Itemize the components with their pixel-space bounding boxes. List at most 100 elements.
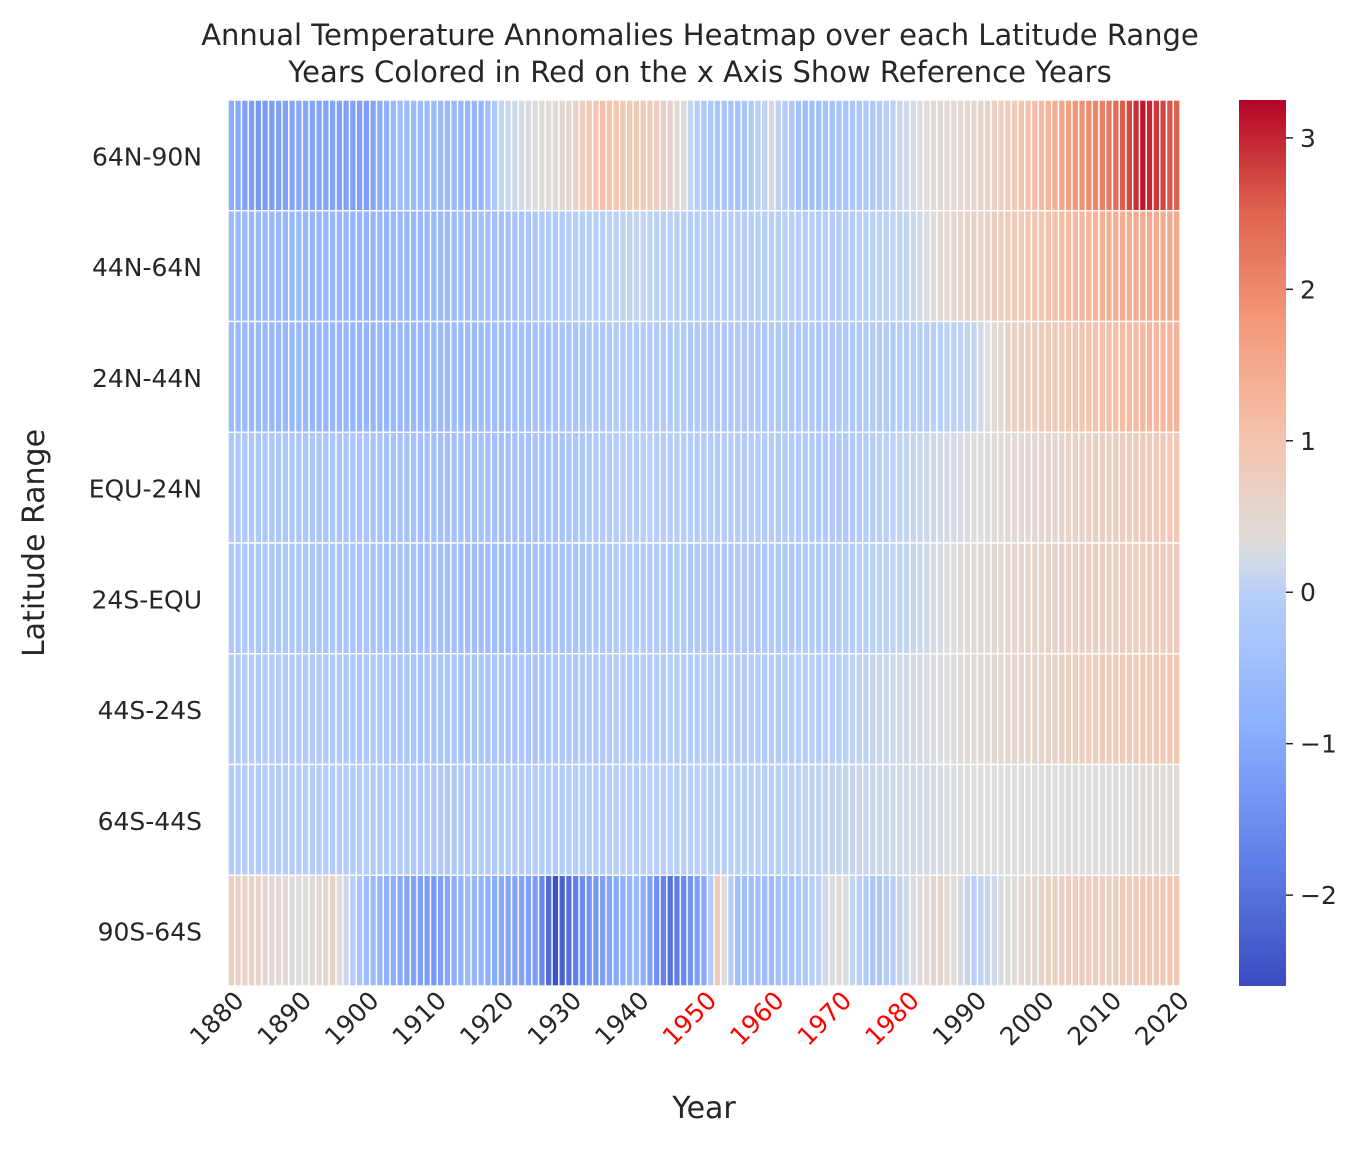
heatmap-cell [423, 653, 432, 766]
heatmap-cell [389, 210, 398, 323]
heatmap-cell [760, 99, 769, 212]
heatmap-cell [855, 874, 864, 987]
heatmap-cell [699, 542, 709, 655]
heatmap-cell [949, 763, 958, 876]
heatmap-cell [598, 542, 607, 655]
heatmap-cell [834, 99, 844, 212]
heatmap-cell [787, 653, 796, 766]
heatmap-cell [625, 653, 634, 766]
heatmap-cell [1165, 874, 1174, 987]
heatmap-cell [882, 431, 891, 544]
heatmap-cell [1003, 874, 1012, 987]
heatmap-cell [416, 320, 425, 433]
heatmap-cell [369, 542, 378, 655]
heatmap-cell [922, 431, 931, 544]
heatmap-cell [1172, 763, 1181, 876]
heatmap-cell [450, 99, 459, 212]
heatmap-cell [537, 99, 547, 212]
heatmap-cell [733, 320, 742, 433]
heatmap-cell [747, 99, 756, 212]
heatmap-cell [551, 874, 560, 987]
heatmap-cell [868, 653, 877, 766]
heatmap-cell [544, 99, 553, 212]
heatmap-cell [240, 99, 249, 212]
heatmap-cell [504, 653, 513, 766]
heatmap-cell [551, 431, 560, 544]
heatmap-cell [355, 653, 364, 766]
heatmap-cell [1010, 431, 1019, 544]
heatmap-cell [983, 210, 992, 323]
heatmap-cell [814, 874, 823, 987]
heatmap-cell [747, 210, 756, 323]
heatmap-cell [760, 874, 769, 987]
heatmap-cell [997, 763, 1006, 876]
heatmap-cell [1111, 653, 1120, 766]
heatmap-cell [1084, 320, 1093, 433]
heatmap-cell [1064, 874, 1073, 987]
heatmap-cell [436, 653, 445, 766]
heatmap-cell [801, 99, 810, 212]
x-tick-label: 1920 [454, 986, 519, 1051]
colorbar-ticks: −2 −1 0 1 2 3 [1286, 124, 1337, 910]
heatmap-cell [645, 99, 655, 212]
heatmap-cell [956, 763, 965, 876]
heatmap-cell [1051, 653, 1060, 766]
heatmap-cell [801, 653, 810, 766]
heatmap-cell [1165, 542, 1174, 655]
heatmap-cell [909, 542, 918, 655]
heatmap-cell [1057, 99, 1066, 212]
heatmap-cell [895, 874, 904, 987]
heatmap-cell [1111, 763, 1120, 876]
heatmap-cell [355, 320, 364, 433]
heatmap-cell [605, 99, 614, 212]
heatmap-cell [821, 431, 830, 544]
heatmap-cell [659, 874, 668, 987]
heatmap-cell [234, 210, 243, 323]
heatmap-cell [915, 320, 925, 433]
heatmap-cell [335, 210, 344, 323]
heatmap-cell [767, 542, 776, 655]
heatmap-cell [787, 431, 796, 544]
heatmap-cell [328, 320, 337, 433]
heatmap-cell [1051, 542, 1060, 655]
heatmap-cell [423, 542, 432, 655]
heatmap-cell [362, 99, 371, 212]
heatmap-cell [1003, 431, 1012, 544]
heatmap-cell [1051, 320, 1060, 433]
heatmap-cell [1172, 210, 1181, 323]
heatmap-cell [423, 210, 432, 323]
heatmap-cell [949, 99, 958, 212]
heatmap-cell [382, 320, 391, 433]
heatmap-cell [794, 763, 803, 876]
heatmap-cell [713, 99, 722, 212]
heatmap-cell [463, 210, 472, 323]
heatmap-cell [409, 210, 418, 323]
heatmap-cell [1145, 210, 1154, 323]
heatmap-cell [848, 99, 857, 212]
heatmap-cell [767, 320, 776, 433]
heatmap-cell [659, 653, 668, 766]
heatmap-cell [375, 542, 384, 655]
heatmap-cell [490, 763, 499, 876]
heatmap-cell [645, 320, 655, 433]
heatmap-cell [240, 542, 249, 655]
heatmap-cell [794, 210, 803, 323]
heatmap-cell [477, 99, 486, 212]
heatmap-cell [895, 763, 904, 876]
heatmap-cell [942, 763, 952, 876]
heatmap-cell [679, 320, 688, 433]
heatmap-cell [1051, 99, 1060, 212]
heatmap-cell [1003, 763, 1012, 876]
heatmap-cell [956, 431, 965, 544]
heatmap-cell [693, 542, 702, 655]
heatmap-cell [443, 542, 452, 655]
heatmap-cell [456, 542, 466, 655]
heatmap-cell [1003, 99, 1012, 212]
heatmap-cell [274, 99, 283, 212]
x-tick-label: 2020 [1129, 986, 1194, 1051]
heatmap-cell [1105, 874, 1114, 987]
heatmap-cell [342, 653, 351, 766]
heatmap-cell [1064, 763, 1073, 876]
heatmap-cell [578, 542, 587, 655]
heatmap-cell [983, 99, 992, 212]
